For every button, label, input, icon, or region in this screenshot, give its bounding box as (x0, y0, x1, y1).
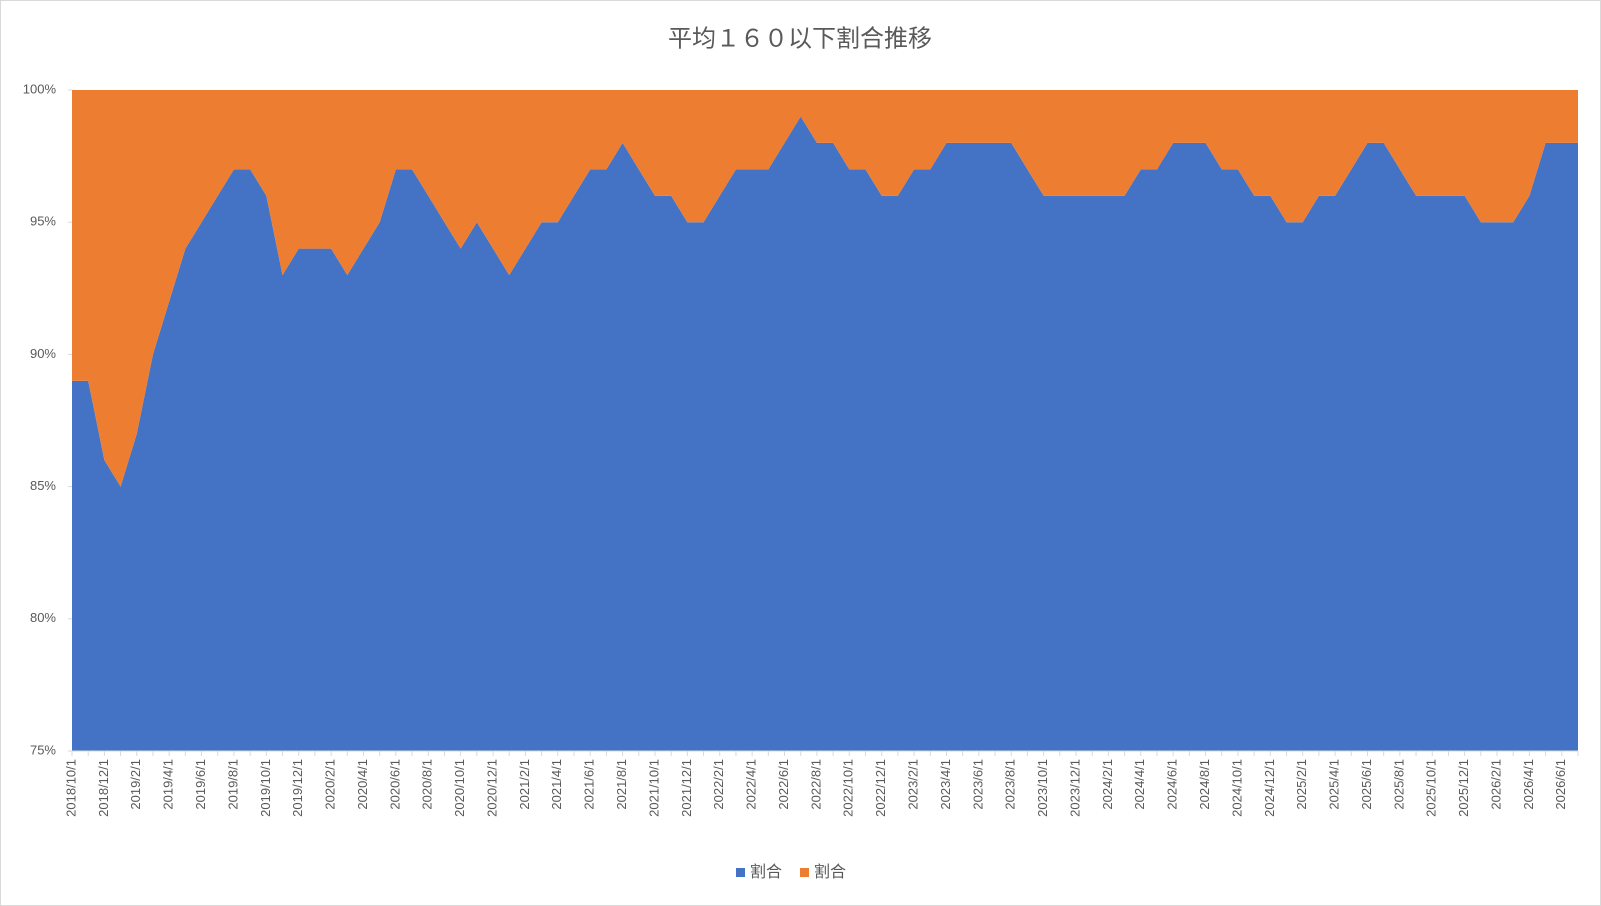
x-tick-label: 2023/8/1 (1003, 759, 1018, 810)
y-tick-label: 85% (30, 478, 56, 493)
legend-swatch (800, 868, 809, 877)
legend-label: 割合 (814, 863, 846, 881)
x-tick-label: 2025/12/1 (1456, 759, 1471, 817)
x-tick-label: 2022/6/1 (776, 759, 791, 810)
x-tick-label: 2021/6/1 (582, 759, 597, 810)
chart-title: 平均１６０以下割合推移 (668, 25, 932, 52)
x-tick-label: 2023/10/1 (1035, 759, 1050, 817)
x-tick-label: 2021/10/1 (646, 759, 661, 817)
x-tick-label: 2019/2/1 (128, 759, 143, 810)
x-tick-label: 2020/10/1 (452, 759, 467, 817)
legend-swatch (736, 868, 745, 877)
area (72, 116, 1578, 751)
x-tick-label: 2023/12/1 (1067, 759, 1082, 817)
x-tick-label: 2019/10/1 (258, 759, 273, 817)
y-tick-label: 75% (30, 742, 56, 757)
x-tick-label: 2021/12/1 (679, 759, 694, 817)
x-tick-label: 2022/8/1 (808, 759, 823, 810)
y-tick-label: 100% (23, 81, 57, 96)
x-tick-label: 2024/8/1 (1197, 759, 1212, 810)
x-tick-label: 2025/6/1 (1359, 759, 1374, 810)
x-tick-label: 2020/12/1 (484, 759, 499, 817)
x-tick-label: 2019/4/1 (161, 759, 176, 810)
x-tick-label: 2021/2/1 (517, 759, 532, 810)
x-tick-label: 2025/10/1 (1424, 759, 1439, 817)
y-tick-label: 80% (30, 610, 56, 625)
x-tick-label: 2020/8/1 (420, 759, 435, 810)
x-tick-label: 2022/2/1 (711, 759, 726, 810)
y-tick-label: 90% (30, 346, 56, 361)
x-tick-label: 2024/12/1 (1262, 759, 1277, 817)
x-tick-label: 2025/4/1 (1327, 759, 1342, 810)
x-tick-label: 2021/4/1 (549, 759, 564, 810)
x-tick-label: 2024/2/1 (1100, 759, 1115, 810)
x-tick-label: 2025/8/1 (1391, 759, 1406, 810)
x-tick-label: 2021/8/1 (614, 759, 629, 810)
x-tick-label: 2022/12/1 (873, 759, 888, 817)
x-tick-label: 2023/2/1 (906, 759, 921, 810)
x-tick-label: 2020/2/1 (323, 759, 338, 810)
x-tick-label: 2022/4/1 (744, 759, 759, 810)
x-tick-label: 2025/2/1 (1294, 759, 1309, 810)
x-tick-label: 2024/10/1 (1229, 759, 1244, 817)
y-tick-label: 95% (30, 214, 56, 229)
legend-label: 割合 (750, 863, 782, 881)
x-tick-label: 2018/10/1 (63, 759, 78, 817)
x-tick-label: 2019/12/1 (290, 759, 305, 817)
x-tick-label: 2026/6/1 (1553, 759, 1568, 810)
x-tick-label: 2026/2/1 (1488, 759, 1503, 810)
x-tick-label: 2024/4/1 (1132, 759, 1147, 810)
x-tick-label: 2024/6/1 (1165, 759, 1180, 810)
x-tick-label: 2020/6/1 (387, 759, 402, 810)
area (72, 90, 1578, 487)
x-tick-label: 2023/6/1 (970, 759, 985, 810)
x-tick-label: 2023/4/1 (938, 759, 953, 810)
x-tick-label: 2022/10/1 (841, 759, 856, 817)
x-tick-label: 2026/4/1 (1521, 759, 1536, 810)
x-tick-label: 2020/4/1 (355, 759, 370, 810)
x-tick-label: 2019/6/1 (193, 759, 208, 810)
x-tick-label: 2018/12/1 (96, 759, 111, 817)
x-tick-label: 2019/8/1 (225, 759, 240, 810)
